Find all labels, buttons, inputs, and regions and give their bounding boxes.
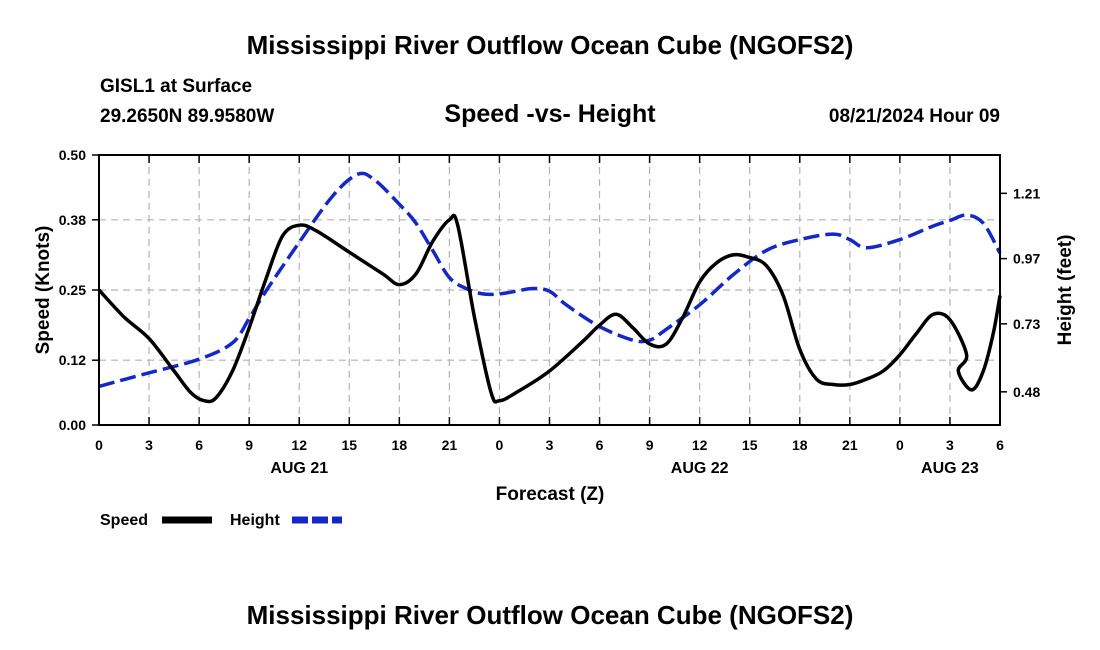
- x-tick-label: 6: [996, 437, 1004, 453]
- datetime-label: 08/21/2024 Hour 09: [828, 106, 1000, 127]
- y-tick-label: 0.12: [59, 352, 86, 368]
- x-tick-label: 9: [245, 437, 253, 453]
- station-label: GISL1 at Surface: [100, 76, 253, 97]
- y-tick-label: 0.38: [59, 212, 86, 228]
- x-tick-label: 6: [596, 437, 604, 453]
- speed-height-chart: 0 3 6 9 12 15 18 21 0 3 6 9 12 15 18 21 0 3 6 0.00 0.12 0.25 0…: [33, 147, 1076, 529]
- x-tick-label: 3: [145, 437, 153, 453]
- y2-tick-label: 0.48: [1013, 384, 1040, 400]
- speed-series-line: [97, 213, 1002, 404]
- date-label: AUG 23: [921, 460, 979, 477]
- y-tick-label: 0.25: [59, 282, 86, 298]
- y2-tick-label: 0.97: [1013, 251, 1040, 267]
- x-tick-label: 0: [896, 437, 904, 453]
- y2-tick-label: 0.73: [1013, 316, 1040, 332]
- x-tick-label: 9: [646, 437, 654, 453]
- date-label: AUG 21: [270, 460, 328, 477]
- x-tick-label: 6: [195, 437, 203, 453]
- x-tick-label: 18: [792, 437, 808, 453]
- footer-title: Mississippi River Outflow Ocean Cube (NG…: [246, 600, 854, 630]
- x-tick-label: 3: [546, 437, 554, 453]
- y-axis-title: Speed (Knots): [33, 226, 54, 355]
- x-tick-label: 21: [842, 437, 858, 453]
- axis-layer: 0 3 6 9 12 15 18 21 0 3 6 9 12 15 18 21 0 3 6 0.00 0.12 0.25 0…: [59, 147, 1041, 477]
- y-tick-label: 0.00: [59, 417, 86, 433]
- x-tick-label: 15: [341, 437, 357, 453]
- chart-subtitle: Speed -vs- Height: [444, 100, 656, 128]
- height-series-line: [98, 171, 1002, 389]
- location-label: 29.2650N 89.9580W: [100, 106, 275, 127]
- y-tick-label: 0.50: [59, 147, 86, 163]
- x-tick-label: 18: [392, 437, 408, 453]
- x-tick-label: 12: [692, 437, 708, 453]
- x-tick-label: 3: [946, 437, 954, 453]
- y2-axis-title: Height (feet): [1055, 235, 1076, 346]
- x-tick-label: 15: [742, 437, 758, 453]
- series-layer: [97, 171, 1002, 404]
- y2-tick-label: 1.21: [1013, 185, 1040, 201]
- legend-speed-label: Speed: [100, 512, 148, 529]
- legend-height-label: Height: [230, 512, 280, 529]
- x-tick-label: 12: [291, 437, 307, 453]
- x-tick-label: 0: [496, 437, 504, 453]
- x-tick-label: 21: [442, 437, 458, 453]
- x-tick-label: 0: [95, 437, 103, 453]
- date-label: AUG 22: [671, 460, 729, 477]
- x-axis-title: Forecast (Z): [496, 484, 605, 505]
- legend: Speed Height: [100, 512, 342, 529]
- chart-main-title: Mississippi River Outflow Ocean Cube (NG…: [246, 30, 854, 60]
